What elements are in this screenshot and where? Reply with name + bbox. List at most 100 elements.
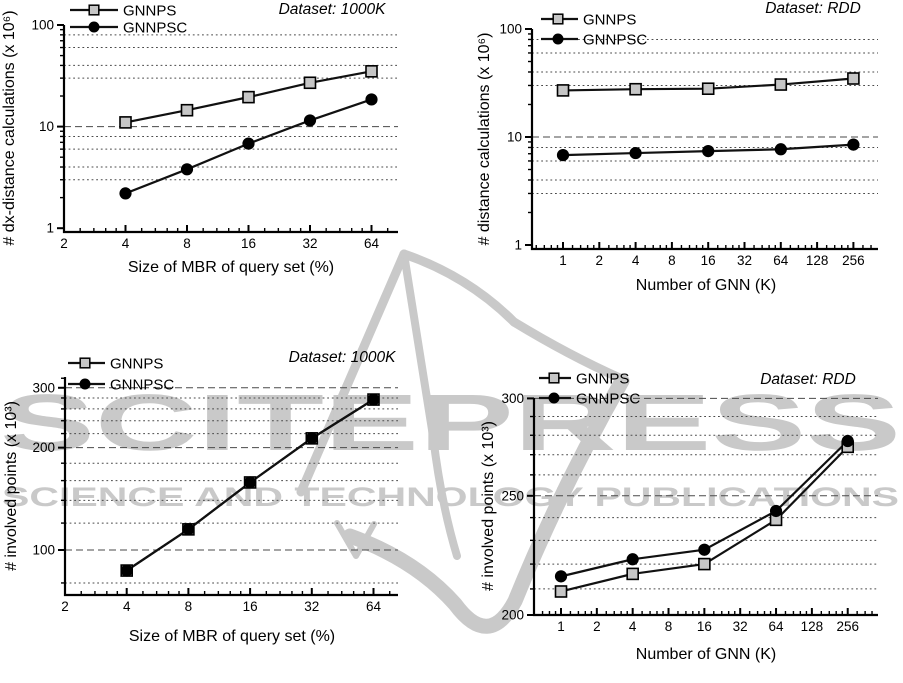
legend-label: GNNPS	[576, 371, 629, 388]
series-line-GNNPSC	[560, 440, 849, 578]
y-tick-label: 1	[46, 221, 54, 236]
chart-bottom-right: 200 250 300 1 2 4 8 16 32 64 128 256 GNNPS GNNPSC Data…	[480, 371, 878, 663]
marker-GNNPSC	[769, 504, 783, 518]
marker-GNNPSC	[841, 434, 854, 448]
x-tick-label: 128	[806, 253, 829, 268]
legend-label: GNNPSC	[576, 391, 640, 408]
chart-bottom-left: 100 200 300 2 4 8 16 32 64 GNNPS GNNPSC Dataset: 10…	[3, 349, 398, 645]
marker-GNNPS	[119, 116, 132, 129]
x-tick-label: 8	[183, 236, 191, 251]
x-axis-label: Size of MBR of query set (%)	[128, 259, 334, 276]
marker-GNNPS	[774, 78, 788, 91]
chart-top-right: 1 10 100 1 2 4 8 16 32 64 128 256 GNNPS GNNPSC Dataset…	[476, 0, 878, 294]
marker-GNNPS	[629, 82, 642, 96]
marker-GNNPS	[242, 90, 255, 104]
x-tick-label: 64	[364, 236, 380, 251]
marker-GNNPSC	[305, 432, 318, 445]
x-tick-label: 8	[185, 599, 193, 614]
x-tick-label: 8	[668, 253, 676, 268]
y-tick-label: 100	[499, 22, 522, 37]
y-axis-label: # involved points (x 10³)	[480, 421, 497, 591]
marker-GNNPS	[365, 65, 378, 78]
chart-title: Dataset: RDD	[765, 0, 861, 17]
marker-GNNPSC	[120, 564, 133, 577]
legend-marker-circle	[79, 378, 91, 390]
marker-GNNPSC	[365, 93, 378, 106]
marker-GNNPSC	[629, 146, 642, 160]
legend-marker-square	[548, 372, 560, 384]
y-tick-label: 1	[514, 238, 522, 253]
x-tick-label: 256	[836, 619, 859, 634]
marker-GNNPS	[847, 72, 860, 85]
y-tick-label: 300	[32, 380, 55, 395]
chart-title: Dataset: 1000K	[289, 349, 397, 366]
watermark-logo-swoosh	[296, 249, 630, 634]
marker-GNNPSC	[554, 570, 568, 583]
chart-title: Dataset: RDD	[760, 371, 856, 388]
y-axis-label: # involved points (x 10³)	[3, 401, 20, 571]
marker-GNNPSC	[698, 543, 711, 556]
x-tick-label: 2	[60, 236, 68, 251]
x-tick-label: 32	[737, 253, 752, 268]
marker-GNNPSC	[244, 476, 257, 489]
axes	[63, 377, 398, 597]
chart-title: Dataset: 1000K	[279, 1, 387, 18]
legend-label: GNNPS	[110, 356, 163, 373]
y-tick-label: 250	[501, 488, 524, 503]
x-tick-label: 4	[122, 236, 130, 251]
x-tick-label: 4	[123, 599, 131, 614]
marker-GNNPS	[626, 567, 639, 581]
legend-marker-circle	[552, 33, 564, 45]
marker-GNNPS	[180, 103, 194, 117]
y-tick-label: 300	[501, 391, 524, 406]
watermark-brand: SCITEPRESS	[0, 378, 901, 467]
x-tick-label: 256	[842, 253, 865, 268]
x-tick-label: 32	[733, 619, 748, 634]
marker-GNNPSC	[847, 138, 860, 151]
x-tick-label: 16	[241, 236, 256, 251]
marker-GNNPSC	[774, 143, 787, 156]
legend-marker-square	[88, 4, 100, 16]
legend-marker-circle	[88, 21, 100, 33]
legend-label: GNNPS	[583, 12, 636, 29]
y-tick-label: 200	[501, 608, 524, 623]
marker-GNNPSC	[626, 553, 639, 566]
y-axis-label: # distance calculations (x 10⁶)	[476, 33, 493, 246]
x-tick-label: 2	[593, 619, 601, 634]
x-axis-label: Number of GNN (K)	[636, 646, 776, 663]
legend-label: GNNPS	[123, 3, 176, 20]
x-tick-label: 1	[559, 253, 567, 268]
legend-label: GNNPSC	[110, 377, 174, 394]
y-tick-label: 200	[32, 440, 55, 455]
y-tick-label: 10	[507, 130, 522, 145]
x-tick-label: 8	[665, 619, 673, 634]
axes	[530, 29, 878, 251]
legend-marker-square	[552, 13, 564, 25]
marker-GNNPS	[554, 585, 568, 598]
x-tick-label: 64	[366, 599, 382, 614]
legend-marker-circle	[548, 392, 560, 404]
marker-GNNPS	[698, 557, 711, 571]
watermark-tagline: SCIENCE AND TECHNOLOGY PUBLICATIONS	[2, 482, 899, 512]
marker-GNNPSC	[180, 163, 194, 176]
y-tick-label: 100	[32, 543, 55, 558]
y-axis-label: # dx-distance calculations (x 10⁶)	[1, 10, 18, 245]
x-axis-label: Number of GNN (K)	[636, 277, 776, 294]
marker-GNNPSC	[182, 523, 195, 536]
marker-GNNPSC	[367, 393, 380, 406]
x-tick-label: 1	[557, 619, 565, 634]
legend-marker-square	[79, 357, 91, 369]
y-tick-label: 10	[39, 119, 54, 134]
legend-label: GNNPSC	[583, 32, 647, 49]
marker-GNNPSC	[242, 137, 255, 150]
marker-GNNPSC	[702, 145, 715, 158]
marker-GNNPSC	[119, 187, 132, 200]
x-tick-label: 2	[61, 599, 69, 614]
legend-label: GNNPSC	[123, 20, 187, 37]
x-tick-label: 16	[701, 253, 716, 268]
x-tick-label: 64	[769, 619, 785, 634]
